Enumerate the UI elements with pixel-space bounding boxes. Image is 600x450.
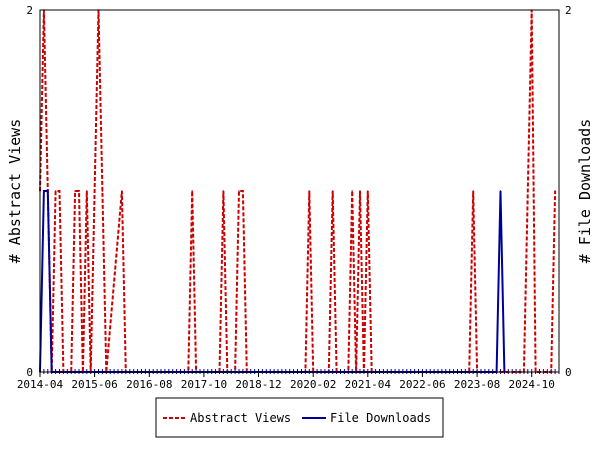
data-point <box>499 190 502 192</box>
data-point <box>222 190 225 192</box>
x-tick-label: 2015-06 <box>71 378 117 391</box>
x-tick-label: 2020-02 <box>290 378 336 391</box>
data-point <box>86 190 88 192</box>
y-right-tick-max: 2 <box>565 4 572 17</box>
y-left-axis-title: # Abstract Views <box>6 119 24 264</box>
data-point <box>93 190 96 192</box>
data-point <box>242 190 244 192</box>
x-tick-label: 2022-06 <box>399 378 445 391</box>
y-left-tick-max: 2 <box>26 4 33 17</box>
y-right-axis-title: # File Downloads <box>576 119 594 264</box>
data-point <box>47 190 49 192</box>
y-right-tick-min: 0 <box>565 366 572 379</box>
x-tick-label: 2018-12 <box>235 378 281 391</box>
data-point <box>101 190 104 192</box>
plot-frame <box>39 9 560 373</box>
x-tick-label: 2023-08 <box>454 378 500 391</box>
legend-box <box>155 397 444 438</box>
x-tick-label: 2014-04 <box>17 378 64 391</box>
data-point <box>351 190 354 192</box>
x-tick-label: 2017-10 <box>181 378 227 391</box>
data-point <box>54 190 57 192</box>
data-point <box>58 190 61 192</box>
data-point <box>238 190 240 192</box>
data-point <box>308 190 311 192</box>
x-axis-labels: 2014-04 2015-06 2016-08 2017-10 2018-12 2020-… <box>17 372 555 391</box>
x-tick-label: 2016-08 <box>126 378 172 391</box>
x-tick-label: 2024-10 <box>509 378 555 391</box>
data-point <box>191 190 193 192</box>
data-point <box>331 190 334 192</box>
data-point <box>527 190 529 192</box>
data-point <box>78 190 80 192</box>
data-point <box>472 190 475 192</box>
legend-label-file-downloads: File Downloads <box>330 411 431 425</box>
data-point <box>554 190 556 192</box>
x-tick-label: 2021-04 <box>345 378 392 391</box>
data-point <box>74 190 76 192</box>
y-left-tick-min: 0 <box>26 366 33 379</box>
legend: Abstract Views File Downloads <box>155 397 444 438</box>
data-point <box>121 190 123 192</box>
legend-label-abstract-views: Abstract Views <box>190 411 291 425</box>
data-point <box>43 190 45 192</box>
data-point <box>359 190 361 192</box>
data-point <box>367 190 369 192</box>
